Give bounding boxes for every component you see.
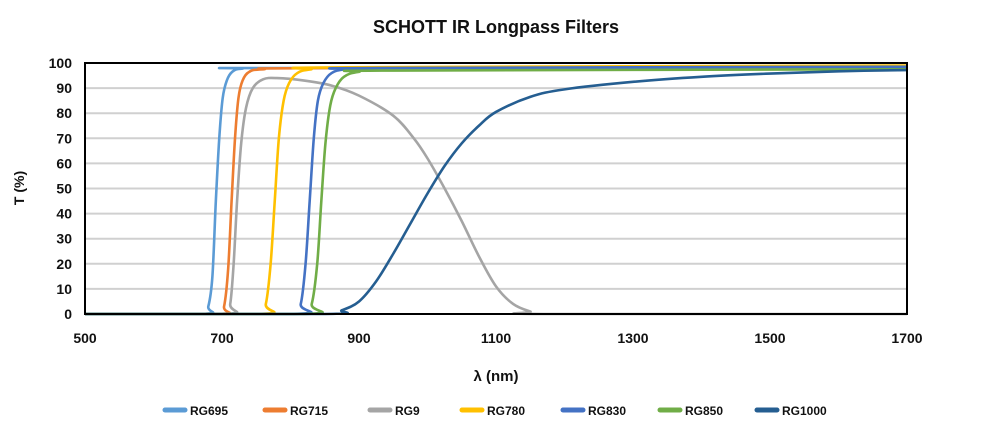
series-line-rg830 — [85, 65, 908, 316]
y-tick-label: 60 — [56, 155, 72, 171]
legend-item-rg9: RG9 — [367, 404, 420, 418]
y-tick-labels: 0 10 20 30 40 50 60 70 80 90 100 — [49, 55, 73, 322]
series-line-rg9 — [85, 76, 907, 316]
y-tick-label: 20 — [56, 256, 72, 272]
y-tick-label: 50 — [56, 181, 72, 197]
series-line-rg715 — [85, 65, 908, 316]
legend: RG695 RG715 RG9 RG780 RG830 RG850 RG1000 — [162, 404, 827, 418]
y-tick-label: 40 — [56, 206, 72, 222]
x-tick-label: 1500 — [754, 330, 785, 346]
y-tick-label: 0 — [64, 306, 72, 322]
x-tick-label: 1100 — [481, 330, 512, 346]
legend-item-rg715: RG715 — [262, 404, 328, 418]
legend-item-rg830: RG830 — [560, 404, 626, 418]
legend-label: RG1000 — [782, 404, 827, 418]
y-tick-label: 30 — [56, 231, 72, 247]
series-lines — [85, 64, 908, 316]
x-tick-labels: 500 700 900 1100 1300 1500 1700 — [73, 330, 922, 346]
legend-label: RG9 — [395, 404, 420, 418]
y-tick-label: 10 — [56, 281, 72, 297]
y-tick-label: 70 — [56, 130, 72, 146]
x-axis-label: λ (nm) — [474, 368, 519, 385]
x-tick-label: 1700 — [891, 330, 922, 346]
y-axis-label: T (%) — [11, 171, 27, 205]
legend-label: RG715 — [290, 404, 328, 418]
x-tick-label: 1300 — [617, 330, 648, 346]
legend-item-rg695: RG695 — [162, 404, 228, 418]
plot-border — [84, 62, 908, 315]
series-line-rg695 — [85, 66, 908, 316]
legend-item-rg1000: RG1000 — [754, 404, 827, 418]
y-tick-label: 90 — [56, 80, 72, 96]
x-tick-label: 700 — [210, 330, 234, 346]
x-tick-label: 900 — [347, 330, 371, 346]
legend-label: RG830 — [588, 404, 626, 418]
legend-label: RG850 — [685, 404, 723, 418]
legend-item-rg850: RG850 — [657, 404, 723, 418]
legend-label: RG695 — [190, 404, 228, 418]
legend-label: RG780 — [487, 404, 525, 418]
grid — [85, 87, 907, 290]
series-line-rg850 — [85, 67, 908, 316]
chart-title: SCHOTT IR Longpass Filters — [373, 17, 619, 37]
series-line-rg780 — [85, 64, 908, 316]
series-line-rg1000 — [85, 68, 908, 316]
y-tick-label: 80 — [56, 105, 72, 121]
legend-item-rg780: RG780 — [459, 404, 525, 418]
x-tick-label: 500 — [73, 330, 97, 346]
y-tick-label: 100 — [49, 55, 73, 71]
